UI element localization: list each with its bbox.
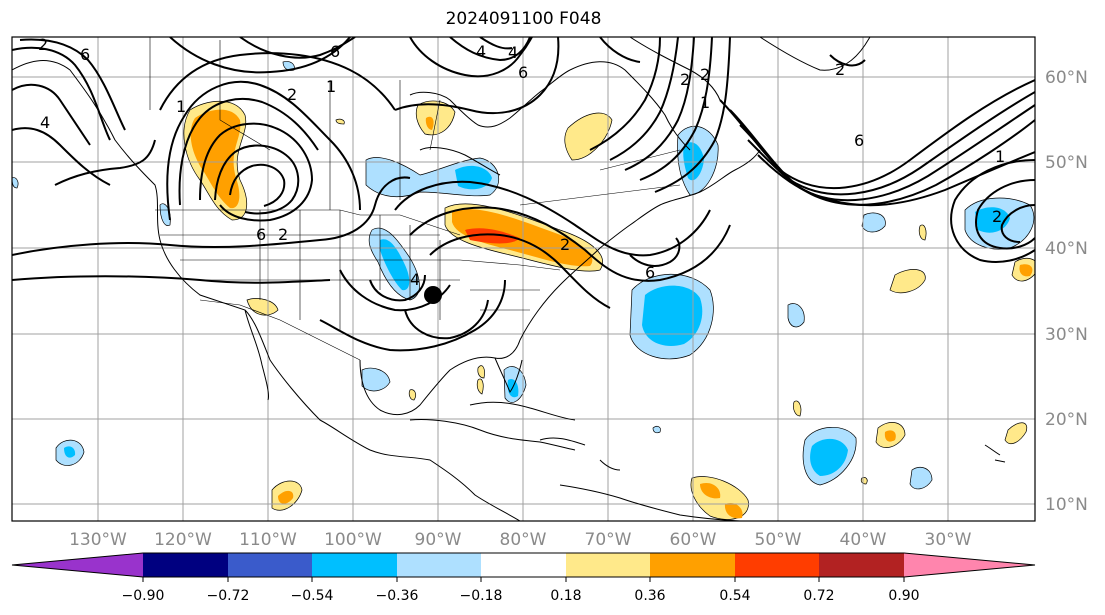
colorbar-tick-label: 0.18 <box>550 588 581 604</box>
lon-label: 70°W <box>585 530 632 550</box>
lon-label: 130°W <box>69 530 127 550</box>
colorbar-segment <box>566 553 650 577</box>
colorbar-tick-label: −0.54 <box>291 588 334 604</box>
lon-label: 50°W <box>755 530 802 550</box>
colorbar-tick-label: −0.72 <box>207 588 250 604</box>
contour-label: 6 <box>330 42 340 61</box>
contour-label: 4 <box>410 270 420 289</box>
contour-label: 2 <box>560 235 570 254</box>
colorbar-segment <box>397 553 481 577</box>
lon-label: 60°W <box>670 530 717 550</box>
negative-anomaly-shading <box>12 61 1035 490</box>
contour-label: 4 <box>476 42 486 61</box>
colorbar-tick-label: −0.18 <box>460 588 503 604</box>
contour-label: 2 <box>992 207 1002 226</box>
positive-anomaly-shading <box>183 100 1035 520</box>
longitude-labels: 130°W 120°W 110°W 100°W 90°W 80°W 70°W 6… <box>69 530 972 550</box>
colorbar-segment <box>819 553 904 577</box>
lat-label: 60°N <box>1045 68 1088 88</box>
lon-label: 30°W <box>925 530 972 550</box>
colorbar-segment <box>650 553 735 577</box>
map-title: 2024091100 F048 <box>445 9 602 29</box>
lon-label: 120°W <box>154 530 212 550</box>
contour-label: 2 <box>680 70 690 89</box>
contour-label: 4 <box>508 43 518 62</box>
colorbar-segment <box>481 553 566 577</box>
contour-label: 6 <box>645 263 655 282</box>
map-frame <box>11 36 1036 522</box>
lat-label: 20°N <box>1045 410 1088 430</box>
colorbar-tick-label: −0.36 <box>376 588 419 604</box>
colorbar-extend-low <box>12 553 143 577</box>
contour-label: 4 <box>40 113 50 132</box>
contour-labels: 2 6 4 1 2 6 6 4 2 1 4 6 2 2 6 1 2 6 4 2 … <box>38 35 1005 289</box>
colorbar-segment <box>143 553 228 577</box>
contour-label: 6 <box>256 225 266 244</box>
contour-label: 2 <box>700 65 710 84</box>
height-contours <box>12 37 1035 352</box>
lat-label: 50°N <box>1045 153 1088 173</box>
lat-label: 10°N <box>1045 495 1088 515</box>
contour-label: 1 <box>326 77 336 96</box>
contour-label: 1 <box>700 93 710 112</box>
storm-center-marker <box>424 286 442 304</box>
colorbar-tick-label: 0.72 <box>803 588 834 604</box>
contour-label: 1 <box>176 97 186 116</box>
lon-label: 90°W <box>415 530 462 550</box>
lon-label: 100°W <box>324 530 382 550</box>
contour-label: 2 <box>287 85 297 104</box>
colorbar-tick-label: 0.36 <box>634 588 665 604</box>
colorbar-tick-label: 0.54 <box>719 588 750 604</box>
lat-label: 30°N <box>1045 325 1088 345</box>
political-borders <box>149 37 681 361</box>
colorbar-segment <box>312 553 397 577</box>
latitude-labels: 60°N 50°N 40°N 30°N 20°N 10°N <box>1045 68 1088 515</box>
colorbar-segment <box>735 553 819 577</box>
colorbar-extend-high <box>904 553 1035 577</box>
contour-label: 6 <box>80 45 90 64</box>
lon-label: 110°W <box>239 530 297 550</box>
colorbar <box>11 552 1036 578</box>
contour-label: 2 <box>835 60 845 79</box>
colorbar-tick-label: −0.90 <box>122 588 165 604</box>
contour-label: 2 <box>278 225 288 244</box>
colorbar-ticks <box>142 577 905 582</box>
lon-label: 80°W <box>500 530 547 550</box>
graticule <box>12 37 1035 521</box>
colorbar-tick-label: 0.90 <box>888 588 919 604</box>
contour-label: 1 <box>995 147 1005 166</box>
colorbar-tick-labels: −0.90 −0.72 −0.54 −0.36 −0.18 0.18 0.36 … <box>122 588 920 604</box>
lon-label: 40°W <box>840 530 887 550</box>
contour-label: 6 <box>854 131 864 150</box>
lat-label: 40°N <box>1045 239 1088 259</box>
colorbar-segment <box>228 553 312 577</box>
contour-label: 6 <box>518 63 528 82</box>
contour-label: 2 <box>38 35 48 54</box>
